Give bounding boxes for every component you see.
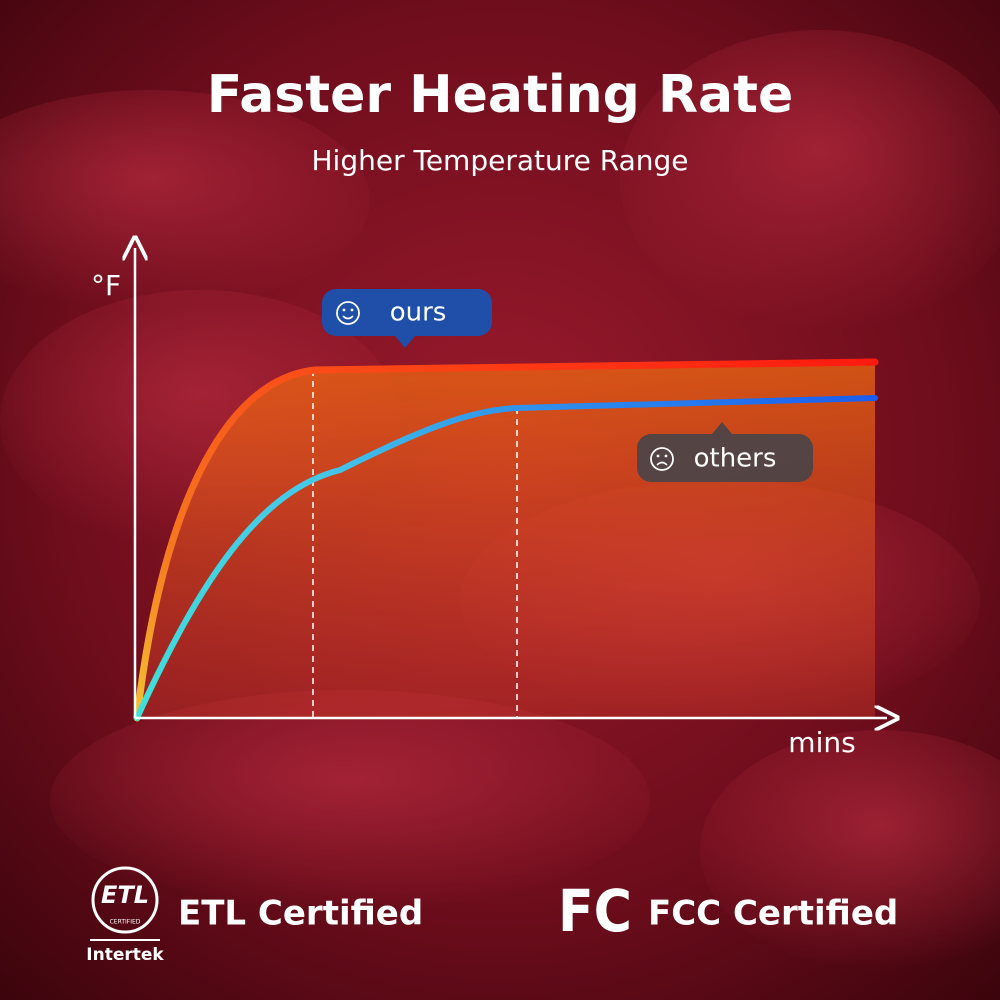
- x-axis-label: mins: [788, 726, 855, 759]
- area-fill: [137, 360, 875, 718]
- etl-label: ETL Certified: [178, 894, 423, 934]
- ours-curve: [133, 358, 879, 722]
- subtitle: Higher Temperature Range: [311, 144, 688, 177]
- etl-logo: ETL: [101, 881, 149, 909]
- fcc-label: FCC Certified: [648, 894, 898, 934]
- etl-caption: Intertek: [86, 945, 164, 965]
- graph: °F mins ours others: [91, 248, 887, 759]
- title: Faster Heating Rate: [207, 65, 794, 125]
- ours-label: ours: [390, 298, 447, 328]
- etl-badge: ETL CERTIFIED Intertek ETL Certified: [86, 866, 423, 965]
- others-callout: others: [637, 422, 813, 482]
- fcc-logo: FC: [558, 877, 632, 945]
- others-label: others: [694, 444, 777, 474]
- y-axis-label: °F: [91, 269, 121, 302]
- etl-logo-subtext: CERTIFIED: [110, 919, 141, 926]
- ours-callout: ours: [322, 289, 492, 348]
- others-curve: [134, 395, 878, 721]
- fcc-badge: FC FCC Certified: [558, 877, 898, 945]
